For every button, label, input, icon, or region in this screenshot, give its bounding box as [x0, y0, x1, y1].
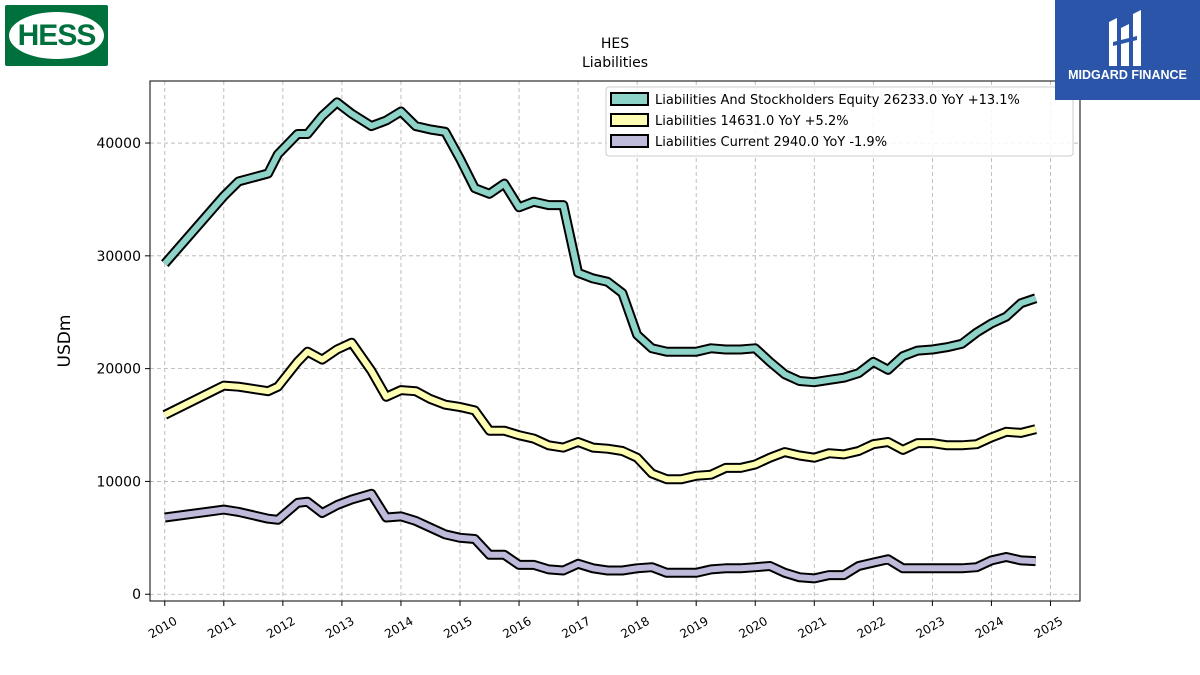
legend-entry: Liabilities Current 2940.0 YoY -1.9% — [655, 135, 887, 150]
series-line — [163, 339, 1037, 483]
y-axis-label: USDm — [55, 315, 75, 368]
series-line — [164, 490, 1036, 582]
midgard-finance-logo: MIDGARD FINANCE — [1055, 0, 1200, 100]
x-tick-label: 2019 — [677, 614, 710, 641]
series-2 — [164, 488, 1036, 584]
x-tick-label: 2018 — [618, 614, 651, 641]
y-tick-label: 20000 — [96, 362, 141, 378]
hess-logo-oval — [9, 12, 104, 59]
legend: Liabilities And Stockholders Equity 2623… — [605, 86, 1074, 157]
x-tick-label: 2012 — [264, 614, 297, 641]
x-tick-label: 2013 — [323, 614, 356, 641]
legend-swatch — [610, 113, 649, 127]
chart-title: HES — [601, 36, 629, 52]
x-tick-label: 2024 — [973, 614, 1006, 641]
y-tick-label: 0 — [132, 587, 141, 603]
plot-frame — [149, 80, 1081, 602]
hess-logo-text: HESS — [17, 18, 97, 52]
x-tick-label: 2025 — [1032, 614, 1065, 641]
series-1 — [162, 337, 1037, 485]
series-lines — [161, 97, 1038, 584]
x-tick-label: 2023 — [914, 614, 947, 641]
series-0 — [161, 97, 1038, 388]
x-tick-label: 2011 — [205, 614, 238, 641]
x-tick-label: 2022 — [855, 614, 888, 641]
hess-logo: HESS — [5, 5, 108, 66]
y-tick-label: 30000 — [96, 249, 141, 265]
y-tick-label: 40000 — [96, 136, 141, 152]
y-tick-label: 10000 — [96, 474, 141, 490]
legend-box — [605, 86, 1074, 157]
midgard-logo-mark — [1109, 10, 1141, 66]
legend-entry: Liabilities And Stockholders Equity 2623… — [655, 93, 1020, 108]
series-line — [162, 99, 1037, 386]
chart-subtitle: Liabilities — [582, 55, 648, 71]
x-tick-label: 2017 — [559, 614, 592, 641]
legend-entry: Liabilities 14631.0 YoY +5.2% — [655, 114, 849, 129]
x-tick-label: 2016 — [500, 614, 533, 641]
x-tick-label: 2014 — [382, 614, 415, 641]
x-tick-label: 2020 — [737, 614, 770, 641]
x-tick-label: 2021 — [796, 614, 829, 641]
grid — [150, 81, 1080, 601]
x-tick-label: 2015 — [441, 614, 474, 641]
midgard-logo-text: MIDGARD FINANCE — [1068, 68, 1187, 82]
x-tick-label: 2010 — [146, 614, 179, 641]
legend-swatch — [610, 134, 649, 148]
legend-swatch — [610, 92, 649, 106]
